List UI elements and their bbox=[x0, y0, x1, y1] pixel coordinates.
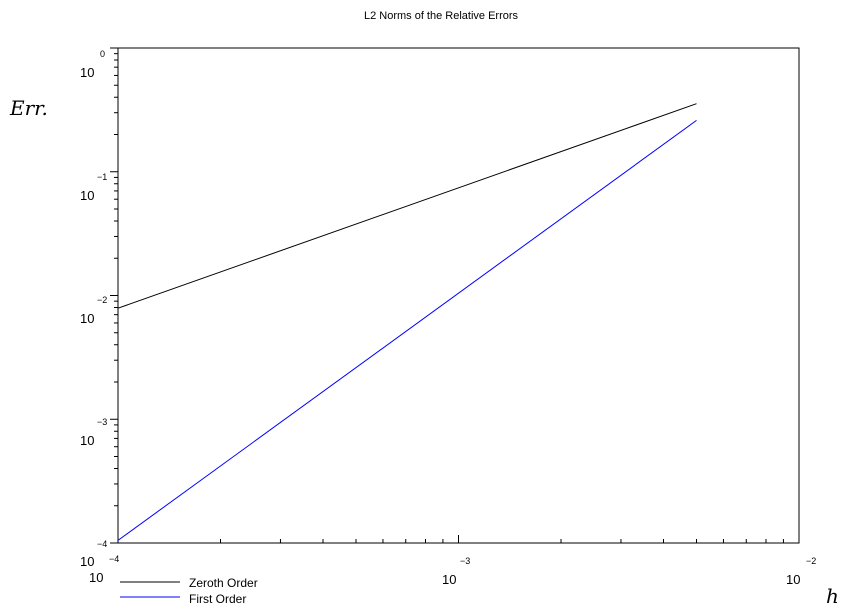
x-tick-exp-0: −4 bbox=[109, 554, 119, 564]
series-line-zeroth-order bbox=[117, 103, 697, 309]
y-tick-label-4: 10 bbox=[80, 554, 94, 569]
axis-ticks bbox=[110, 47, 800, 544]
x-axis-label: h bbox=[826, 584, 839, 608]
series-lines bbox=[117, 103, 697, 541]
legend-label-first-order: First Order bbox=[189, 592, 246, 606]
legend-label-zeroth-order: Zeroth Order bbox=[189, 576, 258, 590]
y-tick-label-1: 10 bbox=[80, 188, 94, 203]
legend: Zeroth Order First Order bbox=[120, 576, 258, 606]
chart-title: L2 Norms of the Relative Errors bbox=[364, 10, 519, 22]
y-tick-label-0: 10 bbox=[80, 65, 94, 80]
y-tick-exp-3: −3 bbox=[97, 417, 107, 427]
x-tick-label-2: 10 bbox=[786, 572, 800, 587]
plot-frame bbox=[117, 47, 800, 544]
x-tick-labels: 10 −4 10 −3 10 −2 bbox=[89, 554, 816, 587]
y-tick-exp-0: 0 bbox=[100, 49, 105, 59]
x-tick-exp-1: −3 bbox=[460, 556, 470, 566]
y-tick-exp-1: −1 bbox=[97, 172, 107, 182]
y-tick-label-2: 10 bbox=[80, 311, 94, 326]
series-line-first-order bbox=[117, 119, 697, 541]
x-tick-label-0: 10 bbox=[89, 570, 103, 585]
x-tick-label-1: 10 bbox=[442, 572, 456, 587]
y-tick-exp-2: −2 bbox=[97, 295, 107, 305]
y-tick-label-3: 10 bbox=[80, 433, 94, 448]
y-axis-label: Err. bbox=[9, 96, 48, 120]
y-tick-exp-4: −4 bbox=[97, 539, 107, 549]
x-tick-exp-2: −2 bbox=[806, 556, 816, 566]
y-tick-labels: 10 0 10 −1 10 −2 10 −3 10 −4 bbox=[80, 49, 107, 569]
